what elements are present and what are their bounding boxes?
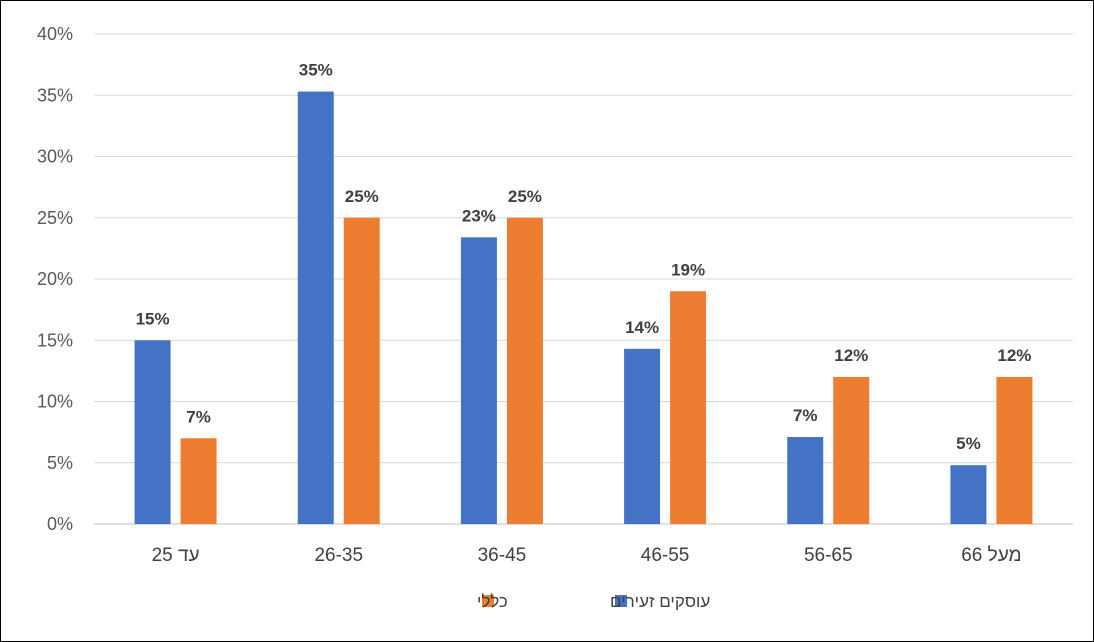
- data-label: 15%: [136, 309, 170, 328]
- y-tick-label: 20%: [37, 269, 73, 289]
- legend-swatch-series2: [482, 595, 494, 607]
- bar-series1: [950, 465, 987, 524]
- data-label: 7%: [186, 407, 211, 426]
- bar-series2: [343, 217, 380, 524]
- data-label: 19%: [671, 260, 705, 279]
- y-tick-label: 25%: [37, 208, 73, 228]
- y-tick-label: 0%: [47, 514, 73, 534]
- y-tick-label: 35%: [37, 85, 73, 105]
- y-tick-label: 5%: [47, 453, 73, 473]
- bar-series2: [506, 217, 543, 524]
- x-tick-label: עד 25: [152, 545, 200, 566]
- legend-label-series1: עוסקים זעירים: [610, 592, 710, 611]
- data-label: 23%: [462, 206, 496, 225]
- bar-series2: [180, 438, 217, 524]
- bar-series1: [134, 340, 171, 524]
- bar-series1: [297, 91, 334, 524]
- y-tick-label: 15%: [37, 330, 73, 350]
- data-label: 7%: [793, 406, 818, 425]
- x-tick-label: 26-35: [314, 545, 363, 566]
- legend-label-series2: כללי: [477, 592, 508, 611]
- y-tick-label: 30%: [37, 147, 73, 167]
- y-tick-label: 40%: [37, 24, 73, 44]
- data-label: 12%: [834, 346, 868, 365]
- data-label: 25%: [508, 187, 542, 206]
- legend-swatch-series1: [615, 595, 627, 607]
- x-tick-label: 36-45: [478, 545, 527, 566]
- data-label: 14%: [625, 318, 659, 337]
- x-tick-label: 56-65: [804, 545, 853, 566]
- bar-series1: [460, 237, 497, 524]
- data-label: 25%: [345, 187, 379, 206]
- data-label: 12%: [997, 346, 1031, 365]
- x-tick-label: מעל 66: [961, 545, 1021, 566]
- bar-series2: [996, 377, 1033, 524]
- x-tick-label: 46-55: [641, 545, 690, 566]
- data-label: 35%: [299, 61, 333, 80]
- y-tick-label: 10%: [37, 392, 73, 412]
- bar-series2: [833, 377, 870, 524]
- bar-series2: [670, 291, 707, 524]
- bar-series1: [624, 348, 661, 524]
- data-label: 5%: [956, 434, 981, 453]
- bar-series1: [787, 437, 824, 524]
